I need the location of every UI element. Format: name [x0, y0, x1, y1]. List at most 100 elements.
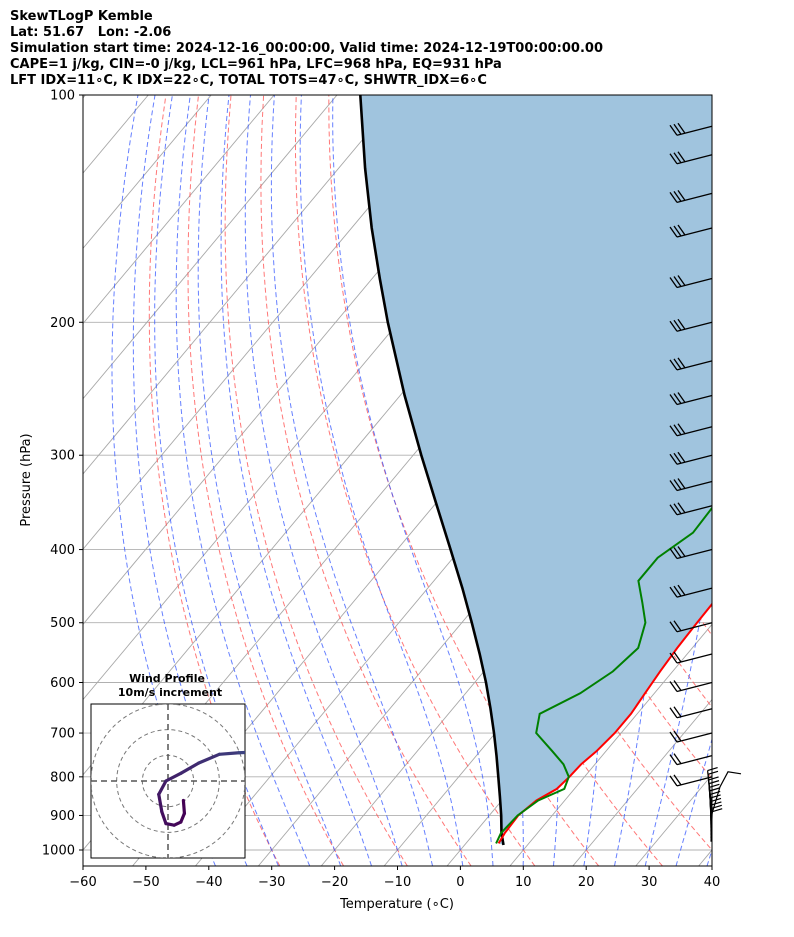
- moist-adiabat-line: [332, 95, 494, 866]
- title-line-3: Simulation start time: 2024-12-16_00:00:…: [10, 41, 603, 56]
- wind-barb: [669, 151, 713, 165]
- wind-barb: [669, 224, 713, 238]
- wind-barb: [669, 651, 713, 664]
- wind-barbs: [669, 122, 742, 842]
- wind-barb: [710, 771, 742, 818]
- dry-adiabat-line: [720, 95, 794, 866]
- dry-adiabat-line: [328, 95, 600, 866]
- hodograph-segment: [179, 761, 201, 775]
- y-tick-label: 900: [50, 809, 75, 824]
- x-axis-ticks: −60 −50 −40 −30 −20 −10 0 10 20 30 40: [69, 866, 720, 890]
- y-tick-label: 300: [50, 449, 75, 464]
- wind-barb: [669, 774, 713, 787]
- y-tick-label: 100: [50, 89, 75, 104]
- hodograph-title: Wind Profile: [129, 672, 205, 685]
- x-tick-label: 30: [641, 875, 658, 890]
- moist-adiabat-line: [220, 95, 372, 866]
- dry-adiabat-line: [295, 95, 536, 866]
- x-tick-label: 20: [578, 875, 595, 890]
- wind-barb: [669, 122, 713, 136]
- wind-barb: [669, 502, 713, 516]
- y-axis-label: Pressure (hPa): [19, 433, 34, 526]
- hodograph-segment: [160, 810, 168, 826]
- wind-barb: [669, 730, 713, 743]
- dry-adiabat-line: [148, 95, 281, 866]
- wind-barb: [669, 620, 713, 633]
- wind-barb: [669, 584, 713, 598]
- dry-adiabat-line: [752, 95, 794, 866]
- wind-barb: [669, 546, 713, 560]
- isotherm-line: [698, 849, 712, 866]
- wind-barb: [669, 357, 713, 371]
- moist-adiabat-line: [299, 95, 464, 866]
- wind-barb: [669, 706, 713, 719]
- x-tick-label: −50: [132, 875, 159, 890]
- x-tick-label: −60: [69, 875, 96, 890]
- hodograph-subtitle: 10m/s increment: [118, 686, 222, 699]
- isotherm-line: [83, 95, 338, 400]
- temperature-profile-line: [497, 602, 712, 844]
- dry-adiabat-line: [187, 95, 345, 866]
- wind-barb: [669, 680, 713, 693]
- isotherm-line: [83, 95, 86, 99]
- wind-barb: [710, 808, 723, 842]
- dry-adiabat-line: [260, 95, 472, 866]
- hodograph-segment: [197, 752, 221, 765]
- skewt-profiles: [359, 95, 712, 846]
- hodograph-inset: Wind Profile 10m/s increment: [90, 672, 246, 859]
- x-tick-label: −30: [258, 875, 285, 890]
- wind-barb: [669, 423, 713, 437]
- x-tick-label: 10: [515, 875, 532, 890]
- title-line-2: Lat: 51.67 Lon: -2.06: [10, 25, 172, 40]
- dry-adiabat-line: [785, 95, 794, 866]
- x-tick-label: −10: [384, 875, 411, 890]
- isotherm-line: [509, 623, 712, 866]
- y-tick-label: 600: [50, 676, 75, 691]
- moist-adiabat-line: [175, 95, 311, 866]
- wind-barb: [669, 318, 713, 332]
- hodograph-segment: [157, 779, 168, 796]
- moist-adiabat-line: [197, 95, 342, 866]
- y-tick-label: 700: [50, 727, 75, 742]
- y-tick-label: 500: [50, 616, 75, 631]
- moist-adiabat-line: [644, 95, 712, 866]
- isotherm-line: [83, 95, 275, 325]
- parcel-profile-line: [359, 95, 505, 846]
- moist-adiabat-line: [244, 95, 403, 866]
- y-tick-label: 1000: [42, 844, 75, 859]
- x-tick-label: −40: [195, 875, 222, 890]
- x-tick-label: 40: [704, 875, 721, 890]
- isotherm-line: [572, 698, 712, 866]
- y-tick-label: 200: [50, 316, 75, 331]
- isotherm-line: [762, 95, 794, 866]
- y-tick-label: 400: [50, 543, 75, 558]
- x-tick-label: −20: [321, 875, 348, 890]
- title-line-5: LFT IDX=11∘C, K IDX=22∘C, TOTAL TOTS=47∘…: [10, 73, 487, 88]
- wind-barb: [669, 190, 713, 204]
- wind-barb: [669, 392, 713, 406]
- hodograph-segment: [237, 750, 245, 755]
- x-axis-label: Temperature (∘C): [339, 897, 454, 912]
- moist-adiabat-line: [270, 95, 433, 866]
- y-tick-label: 800: [50, 770, 75, 785]
- isotherm-line: [83, 95, 401, 475]
- wind-barb: [669, 478, 713, 492]
- moist-adiabat-line: [738, 95, 794, 866]
- x-tick-label: 0: [456, 875, 464, 890]
- parcel-area-shading: [360, 95, 712, 845]
- moist-adiabat-line: [154, 95, 279, 866]
- moist-adiabat-line: [706, 848, 712, 866]
- hodograph-segment: [164, 771, 183, 783]
- title-line-1: SkewTLogP Kemble: [10, 9, 153, 24]
- isotherm-line: [83, 95, 212, 250]
- hodograph-segment: [157, 792, 164, 814]
- dewpoint-profile-line: [495, 506, 712, 844]
- title-line-4: CAPE=1 j/kg, CIN=-0 j/kg, LCL=961 hPa, L…: [10, 57, 502, 72]
- wind-barb: [669, 275, 713, 289]
- hodograph-segment: [181, 798, 187, 815]
- wind-barb: [669, 753, 713, 766]
- wind-barb: [707, 766, 718, 801]
- hodograph-segment: [217, 751, 241, 756]
- y-axis-ticks: 1000 900 800 700 600 500 400 300 200 100: [42, 89, 83, 859]
